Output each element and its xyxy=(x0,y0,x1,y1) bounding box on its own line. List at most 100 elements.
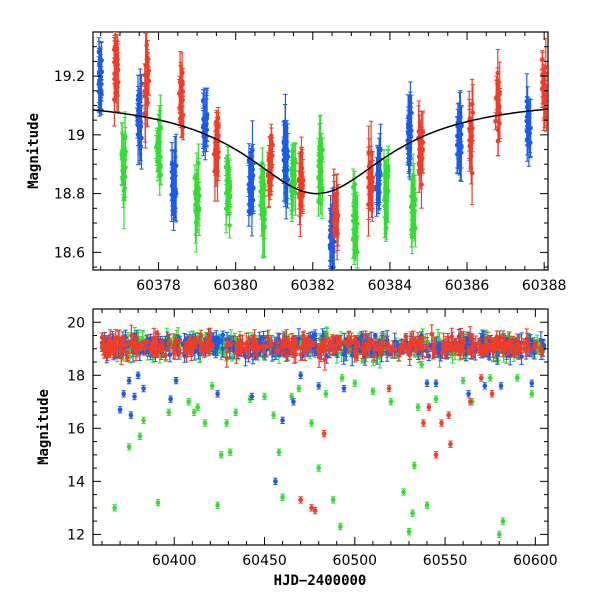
data-point xyxy=(301,330,307,350)
data-point xyxy=(446,411,451,419)
data-point xyxy=(468,398,473,406)
data-point xyxy=(457,91,462,148)
data-point xyxy=(214,335,220,341)
data-point xyxy=(291,398,296,406)
top-panel-ticks xyxy=(93,31,548,270)
data-point xyxy=(468,127,474,185)
data-point xyxy=(323,390,329,398)
data-point xyxy=(214,124,220,149)
data-point xyxy=(202,127,208,148)
data-point xyxy=(367,333,372,347)
data-point xyxy=(539,348,545,357)
data-point xyxy=(482,382,488,390)
data-point xyxy=(470,338,476,354)
x-tick-label: 60500 xyxy=(333,553,378,569)
data-point xyxy=(383,165,388,225)
data-point xyxy=(439,419,444,427)
data-point xyxy=(408,341,414,349)
data-point xyxy=(433,395,439,403)
data-point xyxy=(424,501,430,509)
data-point xyxy=(178,95,183,115)
data-point xyxy=(158,94,163,159)
x-tick-label: 60380 xyxy=(213,278,258,294)
data-point xyxy=(283,182,288,203)
data-point xyxy=(458,336,464,356)
data-point xyxy=(215,390,220,398)
data-point xyxy=(247,177,252,207)
data-point xyxy=(250,344,256,349)
data-point xyxy=(249,392,255,401)
data-point xyxy=(100,343,106,350)
x-tick-label: 60382 xyxy=(291,278,336,294)
data-point xyxy=(210,342,215,350)
x-tick-label: 60400 xyxy=(152,553,197,569)
data-point xyxy=(480,347,485,355)
data-point xyxy=(366,154,371,221)
data-point xyxy=(514,333,520,356)
data-point xyxy=(137,432,143,440)
data-point xyxy=(388,398,394,406)
data-point xyxy=(273,477,278,486)
data-point xyxy=(104,344,110,359)
data-point xyxy=(156,161,161,178)
data-point xyxy=(227,448,233,456)
data-point xyxy=(171,347,176,359)
data-point xyxy=(492,338,498,350)
data-point xyxy=(195,403,201,411)
data-point xyxy=(267,336,272,356)
data-point xyxy=(246,335,252,358)
data-point xyxy=(138,97,143,146)
data-point xyxy=(440,346,445,359)
y-tick-label: 14 xyxy=(67,474,85,490)
data-point xyxy=(372,332,378,339)
data-point xyxy=(293,339,298,346)
data-point xyxy=(139,340,144,351)
bottom-panel-y-axis-title: Magnitude xyxy=(36,389,52,465)
x-tick-label: 60388 xyxy=(522,278,567,294)
x-tick-label: 60550 xyxy=(423,553,468,569)
data-point xyxy=(309,419,314,427)
data-point xyxy=(163,348,168,362)
data-point xyxy=(271,411,276,419)
data-point xyxy=(466,390,471,398)
data-point xyxy=(280,493,285,501)
data-point xyxy=(169,149,175,179)
data-point xyxy=(411,330,416,348)
data-point xyxy=(415,332,421,352)
data-point xyxy=(412,461,417,470)
bottom-panel-frame xyxy=(92,308,549,546)
data-point xyxy=(186,398,191,406)
data-point xyxy=(421,419,426,427)
data-point xyxy=(484,343,490,349)
data-point xyxy=(113,338,118,354)
data-point xyxy=(166,408,172,417)
bottom-panel-ticks xyxy=(93,308,548,545)
data-point xyxy=(173,155,178,177)
data-point xyxy=(541,72,547,132)
data-point xyxy=(121,390,126,398)
bottom-panel-x-axis-title: HJD−2400000 xyxy=(274,573,367,589)
data-point xyxy=(227,169,232,209)
data-point xyxy=(352,335,357,345)
data-point xyxy=(403,333,409,340)
data-point xyxy=(316,154,321,200)
data-point xyxy=(517,342,522,360)
data-point xyxy=(184,340,189,363)
data-point xyxy=(529,390,535,398)
top-panel-y-axis-title: Magnitude xyxy=(26,113,42,189)
data-point xyxy=(296,384,302,393)
data-point xyxy=(158,164,164,186)
data-point xyxy=(254,344,260,352)
data-point xyxy=(503,339,508,356)
data-point xyxy=(280,416,285,425)
data-point xyxy=(224,419,229,427)
bottom-panel-tick-labels: 60400 60450 60500 60550 60600 12 14 16 18 20 xyxy=(67,315,557,569)
data-point xyxy=(336,335,342,350)
top-panel-points xyxy=(96,32,548,270)
data-point xyxy=(259,344,264,350)
data-point xyxy=(311,340,317,347)
data-point xyxy=(496,530,502,539)
x-tick-label: 60386 xyxy=(445,278,490,294)
data-point xyxy=(424,337,430,358)
data-point xyxy=(323,333,329,348)
